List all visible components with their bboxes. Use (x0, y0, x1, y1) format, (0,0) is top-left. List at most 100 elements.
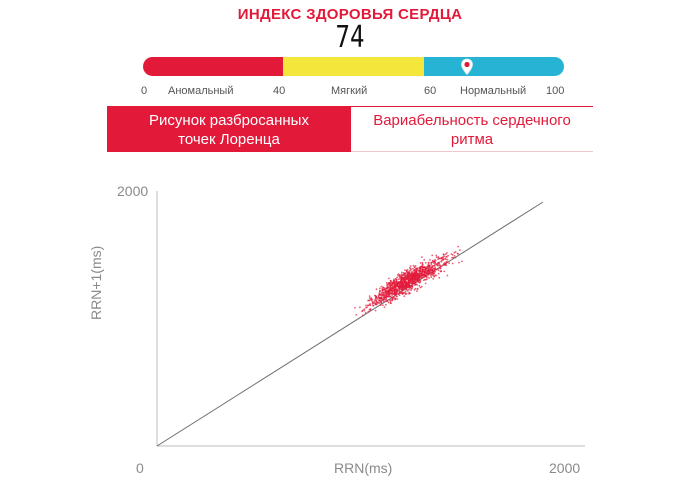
scatter-point (403, 272, 406, 275)
scatter-point (431, 266, 433, 269)
scatter-point (406, 290, 409, 292)
scatter-point (387, 301, 390, 304)
scatter-point (397, 274, 399, 277)
scatter-point (404, 287, 407, 289)
scatter-point (450, 253, 453, 256)
scatter-point (434, 270, 436, 273)
scatter-point (421, 261, 424, 264)
scatter-point (418, 281, 421, 284)
scatter-point (383, 287, 386, 290)
scatter-point (443, 270, 446, 273)
x-tick-min: 0 (136, 460, 144, 476)
scatter-point (396, 298, 399, 300)
scatter-point (396, 278, 398, 281)
scatter-point (418, 270, 421, 273)
scale-40-label: 40 (273, 85, 286, 97)
scatter-point (372, 304, 374, 307)
scatter-point (394, 297, 397, 300)
scatter-point (444, 253, 447, 256)
scatter-point (398, 274, 401, 277)
scatter-point (395, 291, 397, 294)
scatter-point (434, 259, 437, 262)
scatter-point (400, 276, 403, 279)
scatter-point (426, 278, 428, 281)
scatter-point (425, 276, 428, 279)
scatter-point (451, 256, 453, 259)
scatter-point (382, 286, 384, 289)
scatter-point (383, 291, 386, 293)
scatter-point (458, 261, 460, 264)
scatter-point (380, 285, 383, 288)
scatter-point (383, 298, 386, 301)
scatter-point (403, 276, 406, 279)
scatter-point (437, 264, 440, 267)
scatter-point (369, 308, 372, 311)
scatter-point (418, 267, 420, 269)
scatter-point (405, 274, 408, 276)
scatter-point (380, 301, 383, 304)
scatter-point (373, 300, 376, 303)
scatter-point (406, 276, 409, 279)
scatter-point (413, 269, 416, 272)
scatter-point (407, 271, 410, 273)
scatter-point (453, 255, 456, 257)
scatter-point (431, 270, 433, 273)
scatter-point (445, 255, 447, 258)
tab-lorenz-scatter[interactable]: Рисунок разбросанных точек Лоренца (107, 107, 351, 152)
scatter-point (368, 295, 371, 297)
scatter-point (415, 280, 418, 283)
scatter-point (446, 252, 448, 254)
scatter-point (400, 271, 403, 274)
scatter-point (408, 292, 410, 295)
scatter-point (438, 276, 441, 279)
scale-max-label: 100 (546, 85, 565, 97)
scatter-point (379, 297, 382, 300)
scatter-point (387, 290, 389, 292)
scatter-point (381, 299, 384, 302)
scatter-point (415, 269, 418, 272)
scatter-point (430, 274, 432, 277)
location-pin-icon (461, 58, 473, 76)
scatter-point (406, 269, 409, 271)
scatter-point (365, 304, 367, 307)
tabs-divider (107, 106, 593, 107)
scatter-point (394, 288, 397, 291)
gauge-segment-abnormal (143, 57, 283, 76)
scatter-point (424, 282, 427, 285)
scatter-point (391, 298, 394, 300)
scatter-point (398, 294, 401, 297)
scatter-point (417, 281, 420, 284)
scatter-point (427, 265, 430, 268)
scatter-point (411, 285, 413, 288)
scatter-point (385, 303, 387, 306)
scatter-point (361, 309, 364, 312)
scatter-point (389, 295, 392, 298)
scatter-point (424, 261, 427, 264)
scatter-point (406, 272, 408, 274)
scatter-point (392, 285, 394, 287)
scatter-point (389, 288, 392, 290)
y-tick-max: 2000 (117, 183, 149, 199)
scatter-point (381, 296, 383, 298)
x-axis-label: RRN(ms) (334, 460, 393, 476)
scatter-point (437, 269, 440, 272)
scatter-point (433, 260, 435, 263)
scatter-point (446, 274, 449, 277)
scatter-point (402, 274, 404, 277)
tab-heart-rate-variability[interactable]: Вариабельность сердечного ритма (351, 107, 593, 152)
scatter-point (417, 277, 419, 280)
scatter-point (408, 288, 410, 291)
scatter-point (408, 286, 411, 288)
scatter-point (416, 267, 419, 269)
scatter-point (408, 282, 410, 284)
scatter-point (406, 278, 408, 281)
scatter-point (383, 300, 385, 303)
scatter-point (398, 278, 400, 281)
scatter-point (389, 282, 391, 285)
scatter-point (394, 284, 397, 287)
scatter-point (372, 302, 375, 304)
scatter-point (401, 292, 404, 295)
gauge-segment-mild (283, 57, 424, 76)
scatter-point (384, 289, 386, 292)
scatter-point (406, 284, 409, 286)
